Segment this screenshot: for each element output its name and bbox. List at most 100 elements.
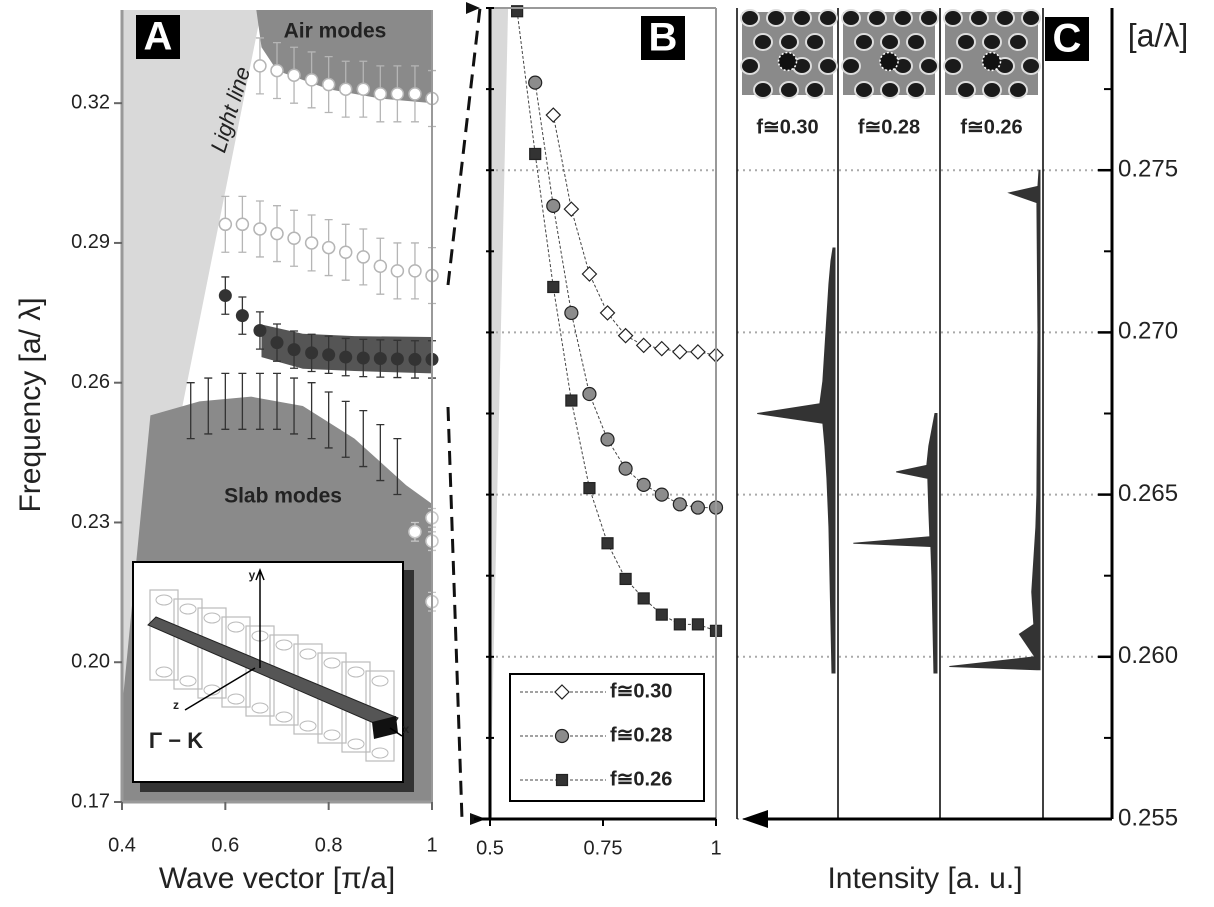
legend-box: [509, 673, 705, 802]
y-tick-label: 0.20: [71, 651, 110, 673]
hole: [740, 57, 760, 75]
marker: [564, 305, 579, 321]
marker: [653, 340, 670, 357]
hole: [982, 81, 1002, 99]
hole: [956, 33, 976, 51]
marker: [270, 63, 284, 78]
marker: [672, 497, 687, 512]
y-tick-label: 0.32: [71, 91, 110, 113]
hole: [155, 594, 173, 606]
region-label: Air modes: [284, 20, 387, 43]
spectrum: [853, 413, 938, 674]
hole: [854, 33, 874, 51]
hole: [323, 657, 341, 669]
marker: [583, 482, 596, 495]
hole: [179, 603, 197, 615]
x-tick-label: 0.5: [476, 837, 504, 859]
y-tick-label: 0.29: [71, 231, 110, 253]
hole: [371, 675, 389, 687]
y-tick-label: 0.260: [1118, 642, 1178, 669]
region: [490, 8, 509, 819]
hole: [792, 9, 812, 27]
marker: [322, 348, 336, 362]
hole: [841, 57, 861, 75]
x-tick-label: 0.75: [584, 837, 623, 859]
y-tick-label: 0.275: [1118, 156, 1178, 183]
marker: [235, 217, 250, 232]
marker: [339, 350, 353, 364]
y-tick-label: 0.26: [71, 371, 110, 393]
marker: [547, 280, 560, 294]
marker: [304, 73, 319, 87]
marker: [287, 68, 301, 82]
hole: [995, 9, 1015, 27]
error-bar: [393, 437, 402, 496]
marker: [408, 352, 422, 366]
marker: [635, 337, 652, 354]
marker: [546, 198, 561, 213]
hole: [906, 81, 926, 99]
hole: [880, 81, 900, 99]
marker: [690, 344, 706, 360]
hole: [969, 9, 989, 27]
hole: [347, 666, 365, 678]
legend-label: f≅0.28: [610, 724, 672, 746]
inset: y z x Γ − K: [132, 561, 414, 792]
marker: [581, 266, 598, 282]
marker: [619, 572, 632, 586]
marker: [655, 608, 668, 621]
marker: [408, 87, 422, 101]
marker: [390, 87, 405, 101]
error-bar: [376, 423, 385, 482]
panel-label: C: [1053, 17, 1082, 61]
marker: [253, 222, 267, 236]
hole: [956, 81, 976, 99]
marker: [528, 75, 543, 90]
marker: [408, 525, 422, 539]
cavity: [879, 51, 899, 72]
hole: [867, 9, 887, 27]
hole: [943, 9, 963, 27]
spectrum: [949, 169, 1041, 671]
cavity: [777, 51, 798, 72]
marker: [373, 259, 388, 273]
hole: [779, 81, 799, 99]
marker: [529, 147, 542, 161]
y-tick-label: 0.265: [1118, 480, 1178, 507]
error-bar: [204, 377, 213, 435]
error-bar: [221, 372, 230, 430]
hole: [203, 684, 221, 696]
marker: [253, 59, 267, 73]
marker: [599, 305, 616, 321]
axis-arrow: [255, 567, 265, 668]
series-line: [552, 114, 717, 356]
marker: [636, 477, 651, 492]
panel-label-box: [1045, 17, 1089, 61]
hole: [880, 33, 900, 51]
marker: [582, 386, 597, 402]
marker: [321, 77, 336, 92]
axis-arrow: [184, 667, 256, 711]
marker: [563, 201, 580, 217]
region: [256, 10, 432, 104]
arrow-head: [466, 2, 480, 14]
hole: [805, 33, 825, 51]
x-tick-label: 1: [426, 834, 437, 856]
marker: [287, 343, 301, 357]
hole: [299, 720, 317, 732]
panel-label-box: [641, 16, 685, 60]
hole: [1008, 33, 1028, 51]
panel-c: f≅0.30 f≅0.28 f≅0.26 0.255 0.260 0.265 0.270 0.…: [736, 8, 1188, 895]
x-axis-title: Wave vector [π/a]: [159, 862, 395, 895]
error-bar: [290, 377, 299, 435]
panel-label: B: [649, 16, 678, 60]
hole: [155, 666, 173, 678]
marker: [601, 537, 614, 550]
marker: [356, 351, 370, 365]
y-tick-label: 0.23: [71, 511, 110, 533]
marker: [270, 336, 284, 350]
hole: [982, 33, 1002, 51]
error-bar: [324, 391, 333, 449]
